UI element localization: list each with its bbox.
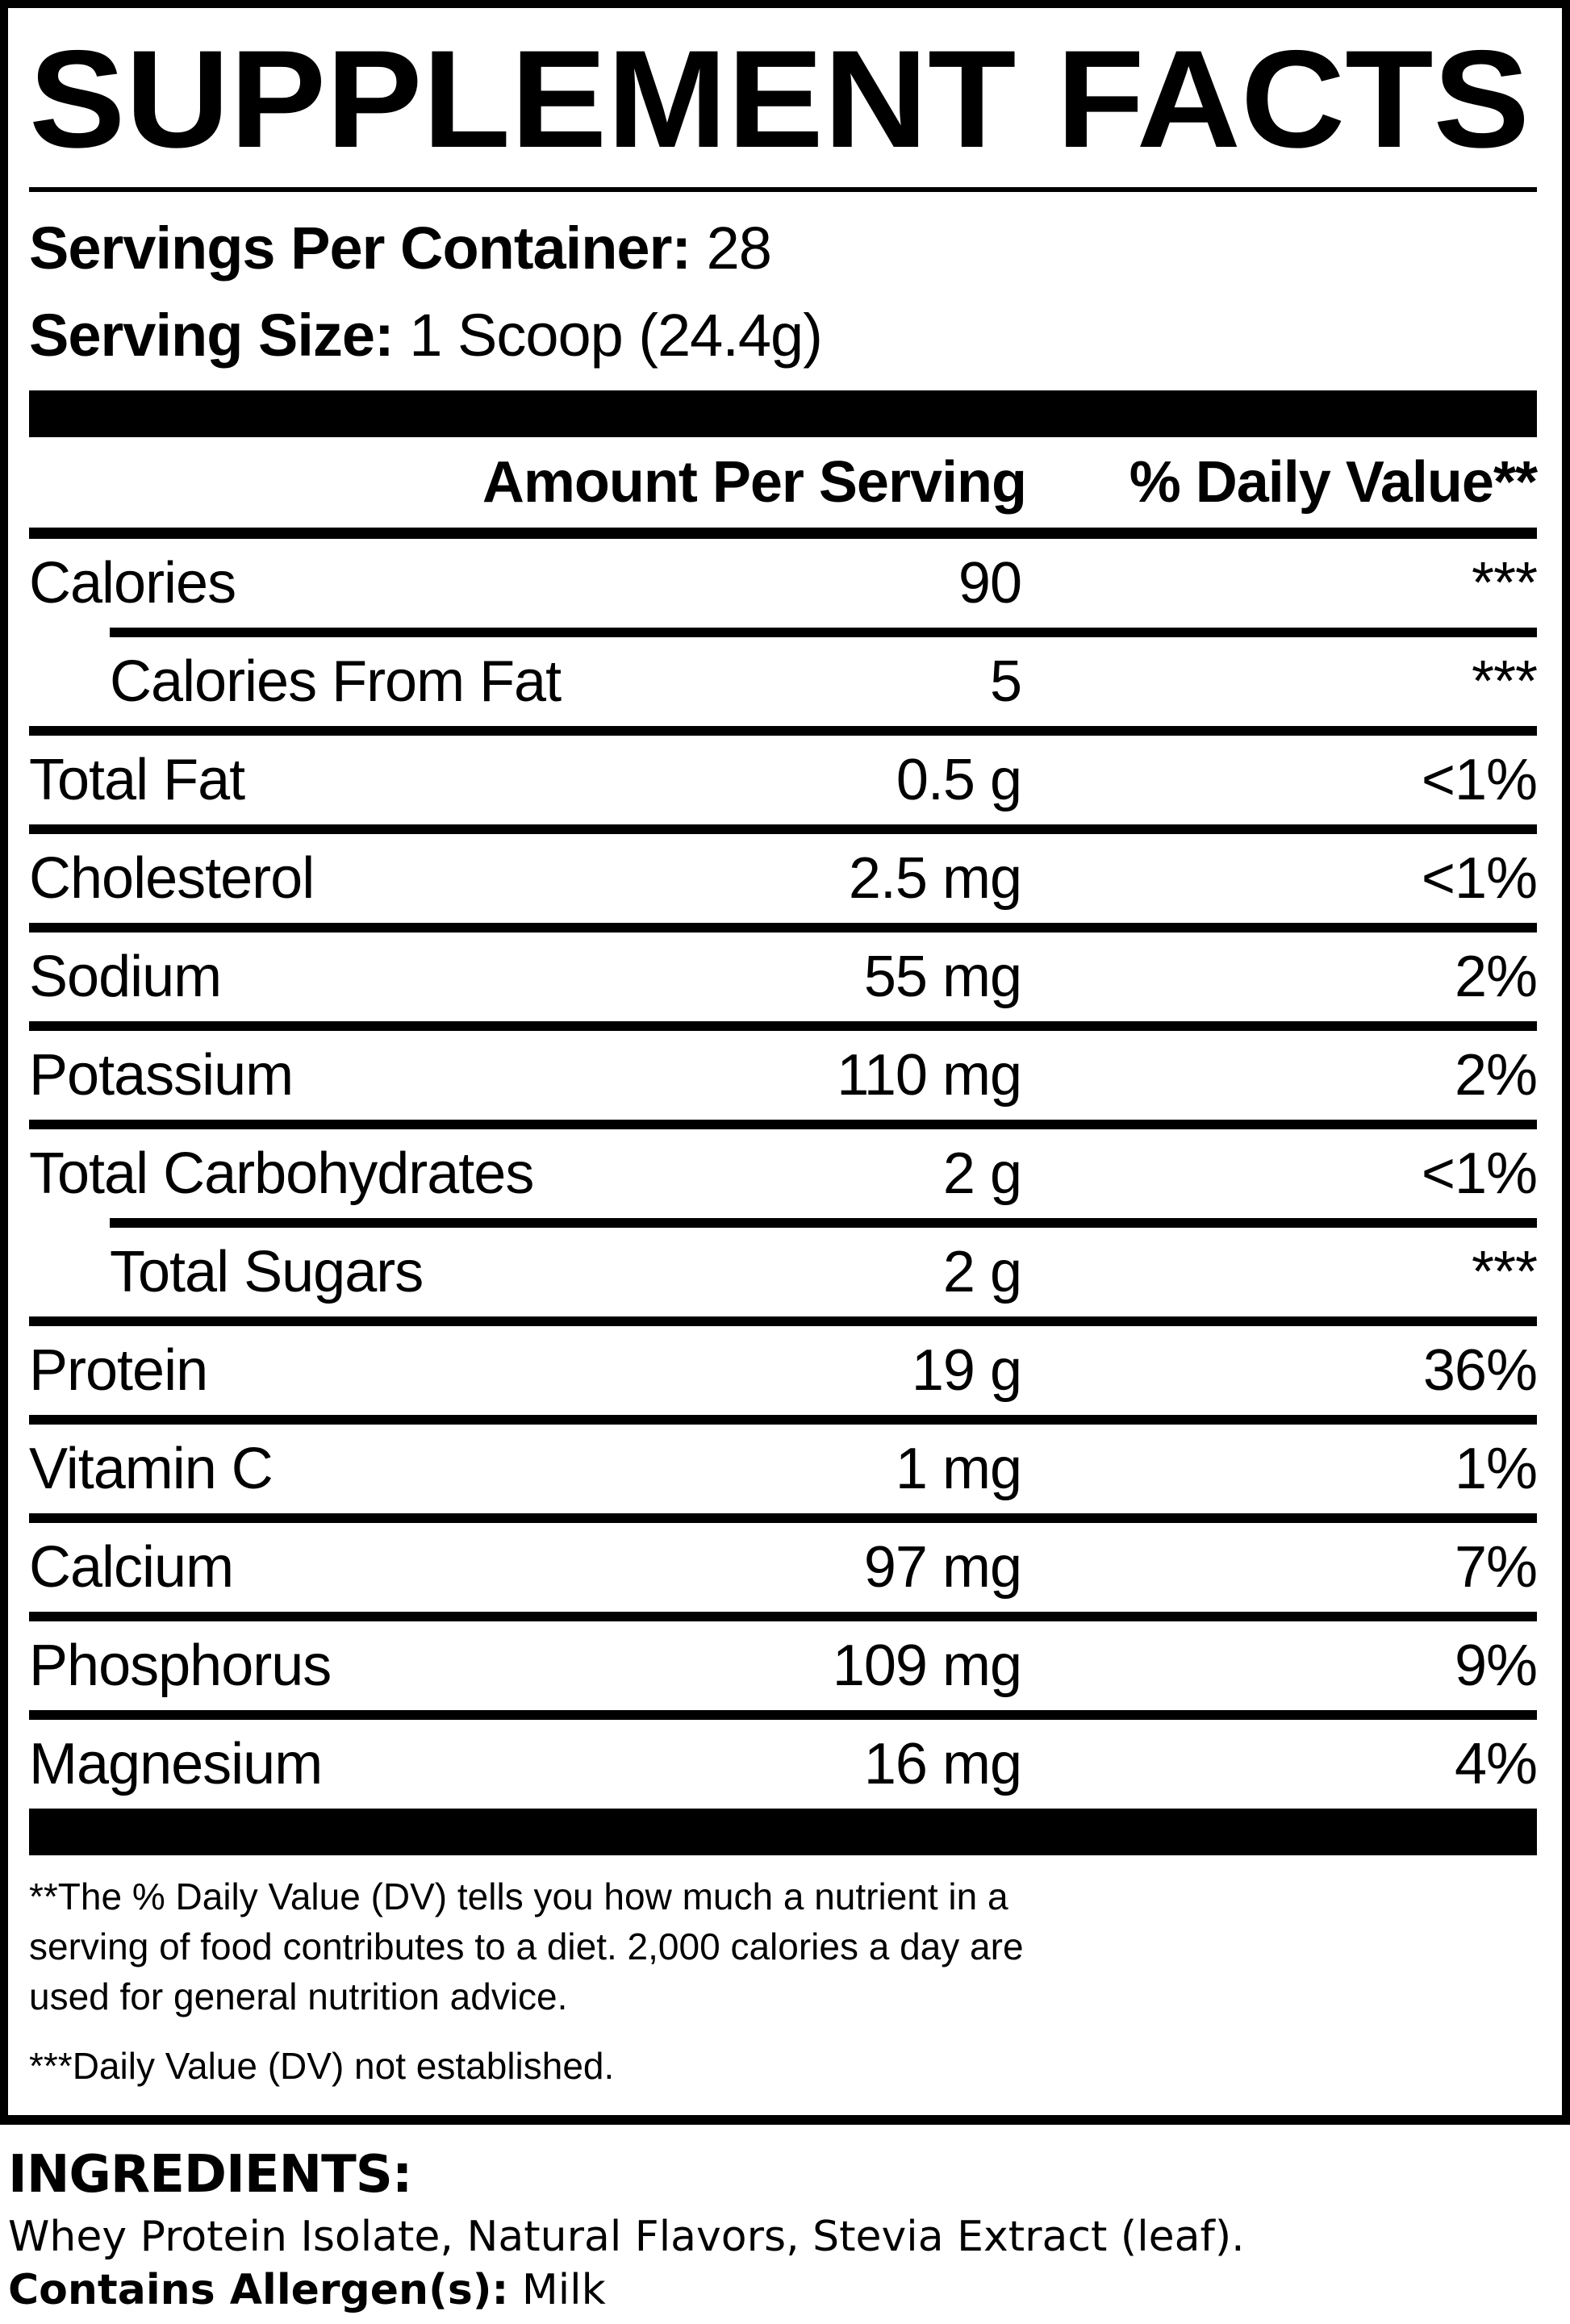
row-divider (29, 1415, 1537, 1425)
bottom-black-bar (29, 1809, 1537, 1855)
panel-title-wrap: SUPPLEMENT FACTS (29, 34, 1537, 156)
row-divider (29, 1710, 1537, 1720)
table-header-row: Amount Per Serving % Daily Value** (29, 437, 1538, 528)
nutrient-name: Potassium (29, 1043, 294, 1108)
table-row: Sodium 55 mg 2% (29, 933, 1538, 1021)
allergen-label: Contains Allergen(s): (8, 2266, 509, 2314)
row-divider (29, 824, 1537, 834)
nutrient-daily-value: 1% (1454, 1437, 1538, 1501)
table-row: Total Carbohydrates 2 g <1% (29, 1129, 1538, 1218)
not-established-footnote: ***Daily Value (DV) not established. (29, 2045, 615, 2087)
table-row: Calcium 97 mg 7% (29, 1523, 1538, 1612)
table-row: Calories 90 *** (29, 539, 1538, 628)
nutrient-amount: 55 mg (863, 945, 1022, 1009)
table-row: Phosphorus 109 mg 9% (29, 1621, 1538, 1710)
nutrient-daily-value: <1% (1421, 748, 1538, 812)
nutrient-daily-value: 4% (1454, 1732, 1538, 1796)
serving-size-line: Serving Size: 1 Scoop (24.4g) (29, 302, 1537, 369)
nutrient-amount: 2 g (942, 1141, 1022, 1206)
table-row: Calories From Fat 5 *** (29, 637, 1538, 726)
daily-value-footnote: **The % Daily Value (DV) tells you how m… (29, 1875, 1024, 2017)
servings-per-container-value: 28 (691, 215, 772, 282)
nutrient-amount: 109 mg (832, 1633, 1022, 1698)
nutrient-amount: 1 mg (895, 1437, 1022, 1501)
nutrient-amount: 2 g (942, 1240, 1022, 1304)
serving-size-label: Serving Size: (29, 302, 395, 369)
nutrient-name: Cholesterol (29, 846, 315, 911)
nutrient-amount: 110 mg (837, 1043, 1022, 1108)
nutrient-daily-value: *** (1471, 551, 1538, 615)
title-divider (29, 187, 1537, 192)
nutrient-name: Phosphorus (29, 1633, 332, 1698)
supplement-facts-panel: SUPPLEMENT FACTS Servings Per Container:… (0, 0, 1570, 2125)
ingredients-heading: INGREDIENTS: (8, 2145, 412, 2205)
nutrient-amount: 5 (989, 649, 1022, 714)
table-row: Cholesterol 2.5 mg <1% (29, 834, 1538, 923)
nutrient-daily-value: 7% (1454, 1535, 1538, 1600)
nutrient-name: Magnesium (29, 1732, 323, 1796)
table-row: Potassium 110 mg 2% (29, 1031, 1538, 1120)
daily-value-header: % Daily Value** (1129, 450, 1538, 515)
ingredients-section: INGREDIENTS: Whey Protein Isolate, Natur… (0, 2144, 1570, 2315)
nutrient-amount: 19 g (911, 1338, 1022, 1403)
row-divider (29, 1021, 1537, 1031)
servings-per-container-label: Servings Per Container: (29, 215, 691, 282)
table-row: Total Fat 0.5 g <1% (29, 736, 1538, 824)
table-row: Magnesium 16 mg 4% (29, 1720, 1538, 1809)
nutrient-name: Total Fat (29, 748, 245, 812)
nutrient-amount: 0.5 g (896, 748, 1022, 812)
allergen-value: Milk (508, 2266, 606, 2314)
row-divider (110, 1218, 1537, 1228)
nutrient-name: Calcium (29, 1535, 234, 1600)
nutrient-amount: 16 mg (863, 1732, 1022, 1796)
serving-size-value: 1 Scoop (24.4g) (393, 302, 823, 369)
nutrient-name: Total Sugars (110, 1240, 424, 1304)
nutrient-daily-value: 2% (1454, 1043, 1538, 1108)
nutrient-name: Calories (29, 551, 236, 615)
page-title: SUPPLEMENT FACTS (29, 34, 1530, 156)
table-row: Vitamin C 1 mg 1% (29, 1425, 1538, 1513)
allergen-line: Contains Allergen(s): Milk (8, 2265, 1554, 2315)
nutrient-daily-value: 2% (1454, 945, 1538, 1009)
row-divider (110, 628, 1537, 637)
nutrient-name: Total Carbohydrates (29, 1141, 534, 1206)
row-divider (29, 1120, 1537, 1129)
row-divider (29, 1513, 1537, 1523)
amount-per-serving-header: Amount Per Serving (482, 450, 1027, 515)
nutrient-rows: Calories 90 *** Calories From Fat 5 *** Total … (29, 539, 1538, 1809)
nutrient-daily-value: <1% (1421, 1141, 1538, 1206)
row-divider (29, 1316, 1537, 1326)
nutrient-amount: 2.5 mg (848, 846, 1022, 911)
nutrient-daily-value: 9% (1454, 1633, 1538, 1698)
servings-per-container-line: Servings Per Container: 28 (29, 215, 1537, 282)
table-row: Protein 19 g 36% (29, 1326, 1538, 1415)
nutrient-name: Protein (29, 1338, 208, 1403)
table-row: Total Sugars 2 g *** (29, 1228, 1538, 1316)
nutrient-amount: 97 mg (863, 1535, 1022, 1600)
nutrient-name: Calories From Fat (110, 649, 562, 714)
nutrient-amount: 90 (958, 551, 1022, 615)
nutrient-name: Vitamin C (29, 1437, 273, 1501)
row-divider (29, 1612, 1537, 1621)
top-black-bar (29, 390, 1537, 437)
panel-title-svg: SUPPLEMENT FACTS (29, 34, 1530, 156)
row-divider (29, 726, 1537, 736)
row-divider (29, 923, 1537, 933)
nutrient-daily-value: *** (1471, 649, 1538, 714)
ingredients-list: Whey Protein Isolate, Natural Flavors, S… (8, 2213, 1245, 2261)
nutrient-daily-value: <1% (1421, 846, 1538, 911)
header-divider (29, 528, 1537, 539)
nutrient-name: Sodium (29, 945, 222, 1009)
nutrient-daily-value: *** (1471, 1240, 1538, 1304)
nutrient-daily-value: 36% (1422, 1338, 1538, 1403)
